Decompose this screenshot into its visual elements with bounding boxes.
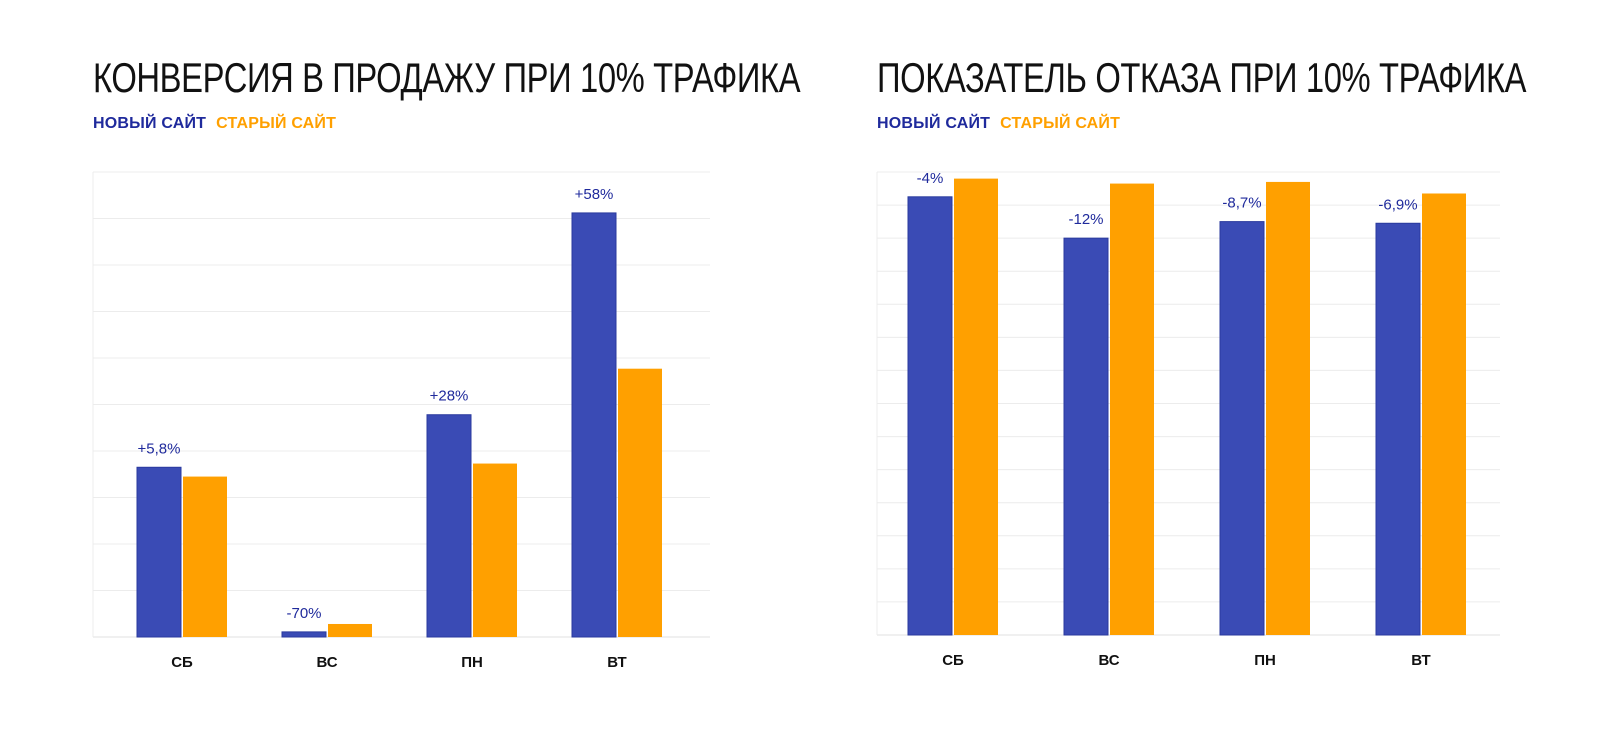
x-tick-label: СБ — [942, 652, 964, 669]
legend-item-old-site: Старый сайт — [1000, 115, 1121, 132]
chart-legend: Новый сайт Старый сайт — [93, 115, 346, 133]
chart-legend: Новый сайт Старый сайт — [877, 115, 1130, 133]
data-label: +5,8% — [138, 440, 181, 457]
bounce-rate-bar-chart: -4% СБ -12% ВС -8,7% ПН -6,9% ВТ — [876, 170, 1500, 669]
bar-new-site — [426, 414, 472, 638]
bar-old-site — [1110, 183, 1154, 635]
data-label: -4% — [917, 170, 944, 187]
data-label: +58% — [575, 186, 614, 203]
bounce-rate-chart-panel: Показатель отказа при 10% трафика Новый … — [800, 0, 1600, 734]
legend-item-new-site: Новый сайт — [93, 115, 207, 132]
x-tick-label: ПН — [1254, 652, 1276, 669]
bar-old-site — [1422, 193, 1466, 635]
bar-new-site — [136, 466, 182, 638]
bar-old-site — [328, 623, 372, 637]
bar-old-site — [954, 178, 998, 635]
x-tick-label: ВТ — [1411, 652, 1430, 669]
data-label: +28% — [430, 388, 469, 405]
bar-new-site — [1063, 237, 1109, 636]
chart-title: Конверсия в продажу при 10% трафика — [93, 54, 801, 101]
bar-new-site — [281, 631, 327, 638]
legend-item-old-site: Старый сайт — [216, 115, 337, 132]
conversion-chart-panel: Конверсия в продажу при 10% трафика Новы… — [92, 54, 801, 671]
data-label: -12% — [1068, 211, 1103, 228]
bar-old-site — [473, 463, 517, 637]
x-tick-label: ВТ — [607, 654, 626, 671]
x-tick-label: ПН — [461, 654, 483, 671]
bar-new-site — [907, 196, 953, 636]
chart-title: Показатель отказа при 10% трафика — [877, 54, 1527, 101]
legend-item-new-site: Новый сайт — [877, 115, 991, 132]
x-tick-label: ВС — [1098, 652, 1119, 669]
data-label: -6,9% — [1378, 196, 1417, 213]
bar-new-site — [1375, 222, 1421, 636]
conversion-bar-chart: +5,8% СБ -70% ВС +28% ПН +58% ВТ — [92, 171, 710, 671]
bar-old-site — [183, 476, 227, 637]
data-label: -8,7% — [1222, 195, 1261, 212]
bar-old-site — [618, 368, 662, 637]
data-label: -70% — [286, 605, 321, 622]
bar-new-site — [571, 212, 617, 638]
bar-old-site — [1266, 181, 1310, 635]
x-tick-label: ВС — [316, 654, 337, 671]
bar-new-site — [1219, 221, 1265, 636]
x-tick-label: СБ — [171, 654, 193, 671]
